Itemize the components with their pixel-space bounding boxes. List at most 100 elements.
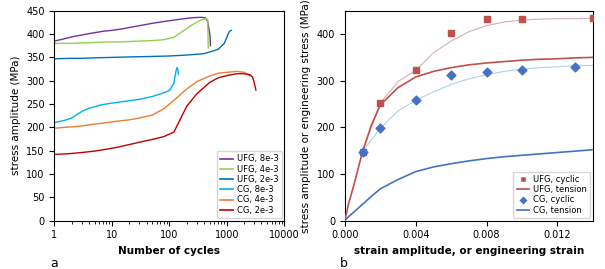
CG, 4e-3	[148, 114, 155, 117]
Point	[411, 98, 420, 102]
CG, 2e-3	[223, 74, 231, 77]
UFG, 8e-3	[171, 19, 178, 22]
CG, 2e-3	[249, 75, 256, 79]
CG, 8e-3	[172, 70, 180, 73]
UFG, 4e-3	[91, 41, 98, 44]
CG, 8e-3	[174, 68, 182, 71]
UFG, 4e-3	[148, 39, 155, 42]
UFG, 8e-3	[108, 29, 116, 32]
UFG, 4e-3	[61, 42, 68, 45]
UFG, 8e-3	[61, 37, 68, 40]
UFG, 2e-3	[221, 42, 228, 45]
CG, 2e-3	[136, 141, 143, 144]
UFG, 8e-3	[160, 20, 168, 23]
CG, 8e-3	[175, 73, 182, 76]
UFG, 8e-3	[206, 28, 213, 31]
CG, 4e-3	[193, 80, 200, 83]
CG, 4e-3	[136, 116, 143, 120]
CG, 2e-3	[246, 73, 253, 76]
CG, 4e-3	[246, 75, 253, 78]
UFG, 2e-3	[223, 36, 231, 39]
CG, 2e-3	[214, 76, 221, 80]
Point	[482, 70, 491, 75]
CG, 8e-3	[68, 116, 76, 120]
CG, 4e-3	[241, 71, 248, 74]
UFG, 2e-3	[214, 48, 221, 51]
UFG, 8e-3	[119, 27, 126, 31]
CG, 4e-3	[234, 70, 241, 73]
UFG, 2e-3	[91, 56, 98, 59]
Point	[517, 17, 527, 21]
CG, 4e-3	[223, 71, 231, 74]
Legend: UFG, 8e-3, UFG, 4e-3, UFG, 2e-3, CG, 8e-3, CG, 4e-3, CG, 2e-3: UFG, 8e-3, UFG, 4e-3, UFG, 2e-3, CG, 8e-…	[217, 151, 282, 218]
UFG, 4e-3	[78, 41, 85, 45]
UFG, 2e-3	[183, 54, 191, 57]
CG, 2e-3	[241, 72, 248, 75]
UFG, 8e-3	[207, 44, 214, 47]
CG, 8e-3	[136, 98, 143, 101]
UFG, 4e-3	[171, 36, 178, 39]
UFG, 4e-3	[189, 23, 196, 26]
CG, 4e-3	[103, 121, 110, 124]
CG, 8e-3	[166, 89, 173, 92]
UFG, 8e-3	[189, 16, 196, 19]
CG, 8e-3	[91, 105, 98, 108]
Point	[411, 68, 420, 73]
CG, 4e-3	[214, 72, 221, 75]
CG, 2e-3	[103, 148, 110, 151]
UFG, 2e-3	[224, 33, 232, 36]
CG, 2e-3	[252, 89, 260, 92]
CG, 4e-3	[68, 125, 76, 129]
CG, 2e-3	[91, 150, 98, 153]
UFG, 8e-3	[148, 22, 155, 25]
UFG, 8e-3	[136, 24, 143, 27]
UFG, 8e-3	[201, 16, 209, 19]
UFG, 4e-3	[160, 38, 168, 41]
Text: a: a	[50, 257, 57, 269]
CG, 8e-3	[126, 99, 133, 102]
CG, 4e-3	[113, 120, 120, 123]
CG, 8e-3	[74, 113, 81, 116]
UFG, 8e-3	[91, 31, 98, 34]
CG, 8e-3	[119, 100, 126, 103]
Point	[571, 65, 580, 69]
CG, 2e-3	[183, 105, 191, 108]
Line: CG, 2e-3: CG, 2e-3	[54, 74, 256, 154]
UFG, 8e-3	[207, 40, 214, 43]
UFG, 4e-3	[68, 42, 76, 45]
CG, 4e-3	[91, 122, 98, 126]
CG, 2e-3	[113, 146, 120, 149]
UFG, 2e-3	[108, 56, 116, 59]
UFG, 4e-3	[113, 40, 120, 44]
UFG, 8e-3	[204, 19, 211, 23]
UFG, 2e-3	[227, 29, 234, 33]
UFG, 8e-3	[68, 35, 76, 38]
Point	[588, 16, 598, 20]
UFG, 4e-3	[197, 19, 204, 22]
CG, 2e-3	[68, 152, 76, 155]
UFG, 2e-3	[78, 57, 85, 60]
Point	[376, 126, 385, 130]
UFG, 2e-3	[166, 54, 173, 58]
UFG, 8e-3	[99, 30, 106, 33]
UFG, 2e-3	[68, 57, 76, 60]
X-axis label: Number of cycles: Number of cycles	[119, 246, 220, 256]
CG, 2e-3	[193, 92, 200, 95]
CG, 4e-3	[171, 99, 178, 102]
CG, 8e-3	[148, 95, 155, 98]
UFG, 4e-3	[203, 17, 211, 20]
CG, 4e-3	[51, 127, 58, 130]
UFG, 2e-3	[228, 29, 235, 32]
CG, 4e-3	[78, 124, 85, 128]
CG, 2e-3	[148, 138, 155, 141]
CG, 4e-3	[61, 126, 68, 129]
Point	[446, 72, 456, 77]
Line: UFG, 4e-3: UFG, 4e-3	[54, 19, 208, 48]
CG, 8e-3	[51, 121, 58, 124]
CG, 2e-3	[250, 82, 258, 85]
CG, 8e-3	[61, 119, 68, 122]
Point	[358, 149, 367, 154]
CG, 4e-3	[126, 118, 133, 122]
Legend: UFG, cyclic, UFG, tension, CG, cyclic, CG, tension: UFG, cyclic, UFG, tension, CG, cyclic, C…	[513, 172, 590, 218]
CG, 8e-3	[173, 66, 180, 69]
